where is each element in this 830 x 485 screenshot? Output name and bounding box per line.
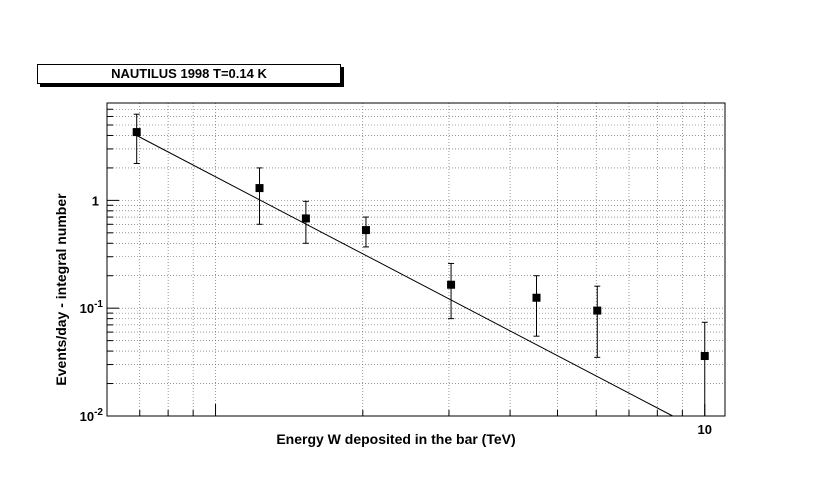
plot-frame xyxy=(106,102,726,417)
y-axis-label: Events/day - integral number xyxy=(53,193,69,386)
chart-title: NAUTILUS 1998 T=0.14 K xyxy=(37,64,341,84)
tick-labels: 10 1 10-1 10-2 xyxy=(80,193,712,437)
data-point xyxy=(532,275,541,337)
y-tick-label: 1 xyxy=(92,193,99,208)
point-marker xyxy=(700,352,709,361)
point-marker xyxy=(361,226,370,235)
data-point xyxy=(700,321,709,416)
axis-ticks xyxy=(106,102,706,417)
y-tick-label: 10-2 xyxy=(80,407,104,424)
point-marker xyxy=(532,293,541,302)
data-point xyxy=(255,167,264,225)
y-tick-label: 10-1 xyxy=(80,299,104,316)
point-marker xyxy=(255,184,264,193)
grid xyxy=(106,102,725,417)
data-point xyxy=(593,285,602,358)
data-point xyxy=(447,262,456,320)
point-marker xyxy=(447,280,456,289)
data-point xyxy=(361,216,370,248)
fit-curve xyxy=(136,135,673,417)
point-marker xyxy=(593,306,602,315)
data-points xyxy=(132,113,709,416)
x-axis-label: Energy W deposited in the bar (TeV) xyxy=(276,431,515,447)
x-tick-label: 10 xyxy=(698,422,712,437)
data-point xyxy=(132,113,141,164)
point-marker xyxy=(132,128,141,137)
point-marker xyxy=(301,214,310,223)
data-point xyxy=(301,200,310,244)
